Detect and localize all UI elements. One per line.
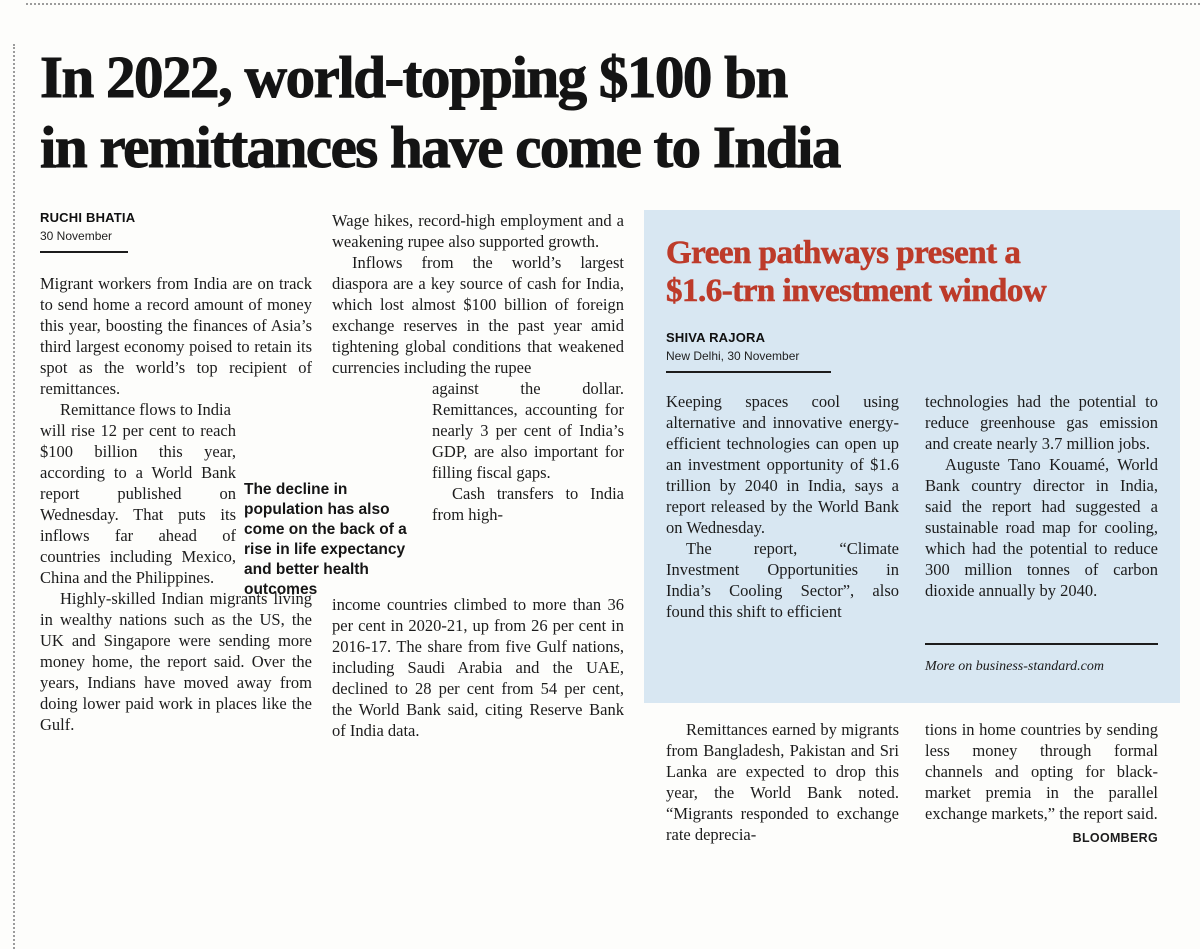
paragraph: against the dollar. Remittances, account…	[432, 379, 624, 482]
dotted-left-border	[13, 44, 15, 949]
box-byline-dateline: New Delhi, 30 November	[666, 349, 800, 363]
newspaper-page: In 2022, world-topping $100 bn in remitt…	[40, 42, 1180, 849]
paragraph: Cash transfers to India from high-	[432, 484, 624, 524]
box-columns: Keeping spaces cool using alternative an…	[666, 391, 1158, 675]
paragraph: Highly-skilled Indian migrants living in…	[40, 589, 312, 734]
box-headline-line-2: $1.6-trn investment window	[666, 273, 1047, 310]
more-on-note: More on business-standard.com	[925, 659, 1105, 674]
paragraph: Remittances earned by migrants from Bang…	[666, 720, 899, 844]
box-column-1: Keeping spaces cool using alternative an…	[666, 391, 899, 675]
dotted-top-border	[26, 3, 1200, 5]
continuation-text: tions in home countries by sending less …	[925, 720, 1158, 823]
paragraph: Auguste Tano Kouamé, World Bank country …	[925, 455, 1158, 600]
box-headline-line-1: Green pathways present a	[666, 235, 1021, 272]
article-headline: In 2022, world-topping $100 bn in remitt…	[40, 42, 1180, 182]
continuation-column-2: tions in home countries by sending less …	[925, 719, 1158, 849]
paragraph: income countries climbed to more than 36…	[332, 595, 624, 740]
box-byline: SHIVA RAJORA New Delhi, 30 November	[666, 330, 1158, 373]
paragraph: Inflows from the world’s largest diaspor…	[332, 253, 624, 377]
paragraph: tions in home countries by sending less …	[925, 719, 1158, 845]
box-headline: Green pathways present a $1.6-trn invest…	[666, 234, 1158, 310]
paragraph: Wage hikes, record-high employment and a…	[332, 211, 624, 251]
paragraph: technologies had the potential to reduce…	[925, 392, 1158, 453]
byline-dateline: 30 November	[40, 229, 113, 243]
column-1: RUCHI BHATIA 30 November Migrant workers…	[40, 210, 312, 849]
green-pathways-box: Green pathways present a $1.6-trn invest…	[644, 210, 1180, 703]
pull-quote: The decline in population has also come …	[244, 481, 407, 598]
column-2: Wage hikes, record-high employment and a…	[332, 210, 624, 849]
paragraph: Keeping spaces cool using alternative an…	[666, 392, 899, 537]
bloomberg-credit: BLOOMBERG	[1072, 831, 1158, 845]
continuation-column-1: Remittances earned by migrants from Bang…	[666, 719, 899, 849]
paragraph: Remittance flows to India	[60, 400, 231, 419]
headline-line-2: in remittances have come to India	[40, 114, 842, 181]
byline-author: RUCHI BHATIA	[40, 210, 136, 225]
narrow-text-block: against the dollar. Remittances, account…	[432, 378, 624, 594]
continuation-row: Remittances earned by migrants from Bang…	[644, 719, 1180, 849]
box-column-2: technologies had the potential to reduce…	[925, 391, 1158, 675]
box-byline-author: SHIVA RAJORA	[666, 330, 766, 345]
article-body: RUCHI BHATIA 30 November Migrant workers…	[40, 210, 1180, 849]
box-byline-rule	[666, 371, 831, 373]
divider-rule	[925, 643, 1158, 645]
paragraph: The report, “Climate Investment Opportun…	[666, 539, 899, 621]
byline-rule	[40, 251, 128, 253]
headline-line-1: In 2022, world-topping $100 bn	[40, 44, 789, 111]
byline: RUCHI BHATIA 30 November	[40, 210, 312, 253]
right-region: Green pathways present a $1.6-trn invest…	[644, 210, 1180, 849]
paragraph: will rise 12 per cent to reach $100 bill…	[40, 421, 236, 587]
paragraph: Migrant workers from India are on track …	[40, 274, 312, 398]
